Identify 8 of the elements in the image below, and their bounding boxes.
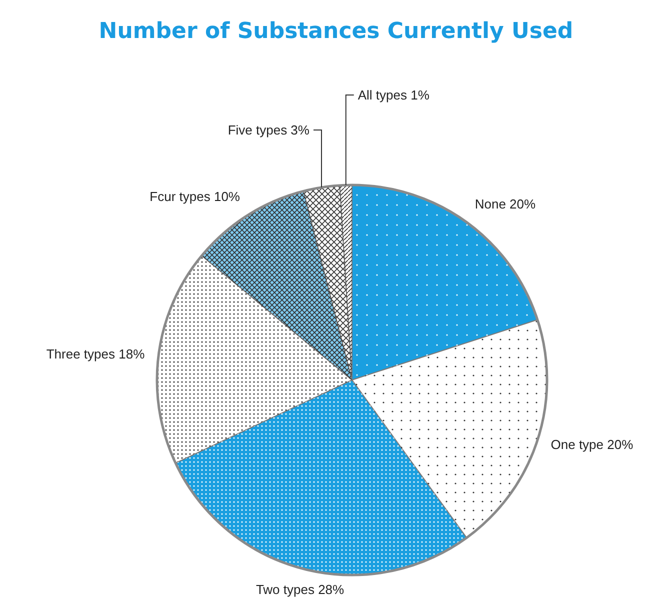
slice-label: All types 1% [358,88,430,103]
slice-label: Two types 28% [256,582,345,598]
chart-title: Number of Substances Currently Used [98,19,574,44]
slice-label: One type 20% [550,437,634,452]
slice-label: Three types 18% [46,346,146,362]
slice-label: Five types 3% [228,122,310,138]
slice-label: None 20% [474,196,536,212]
slice-label: Fcur types 10% [150,188,240,204]
